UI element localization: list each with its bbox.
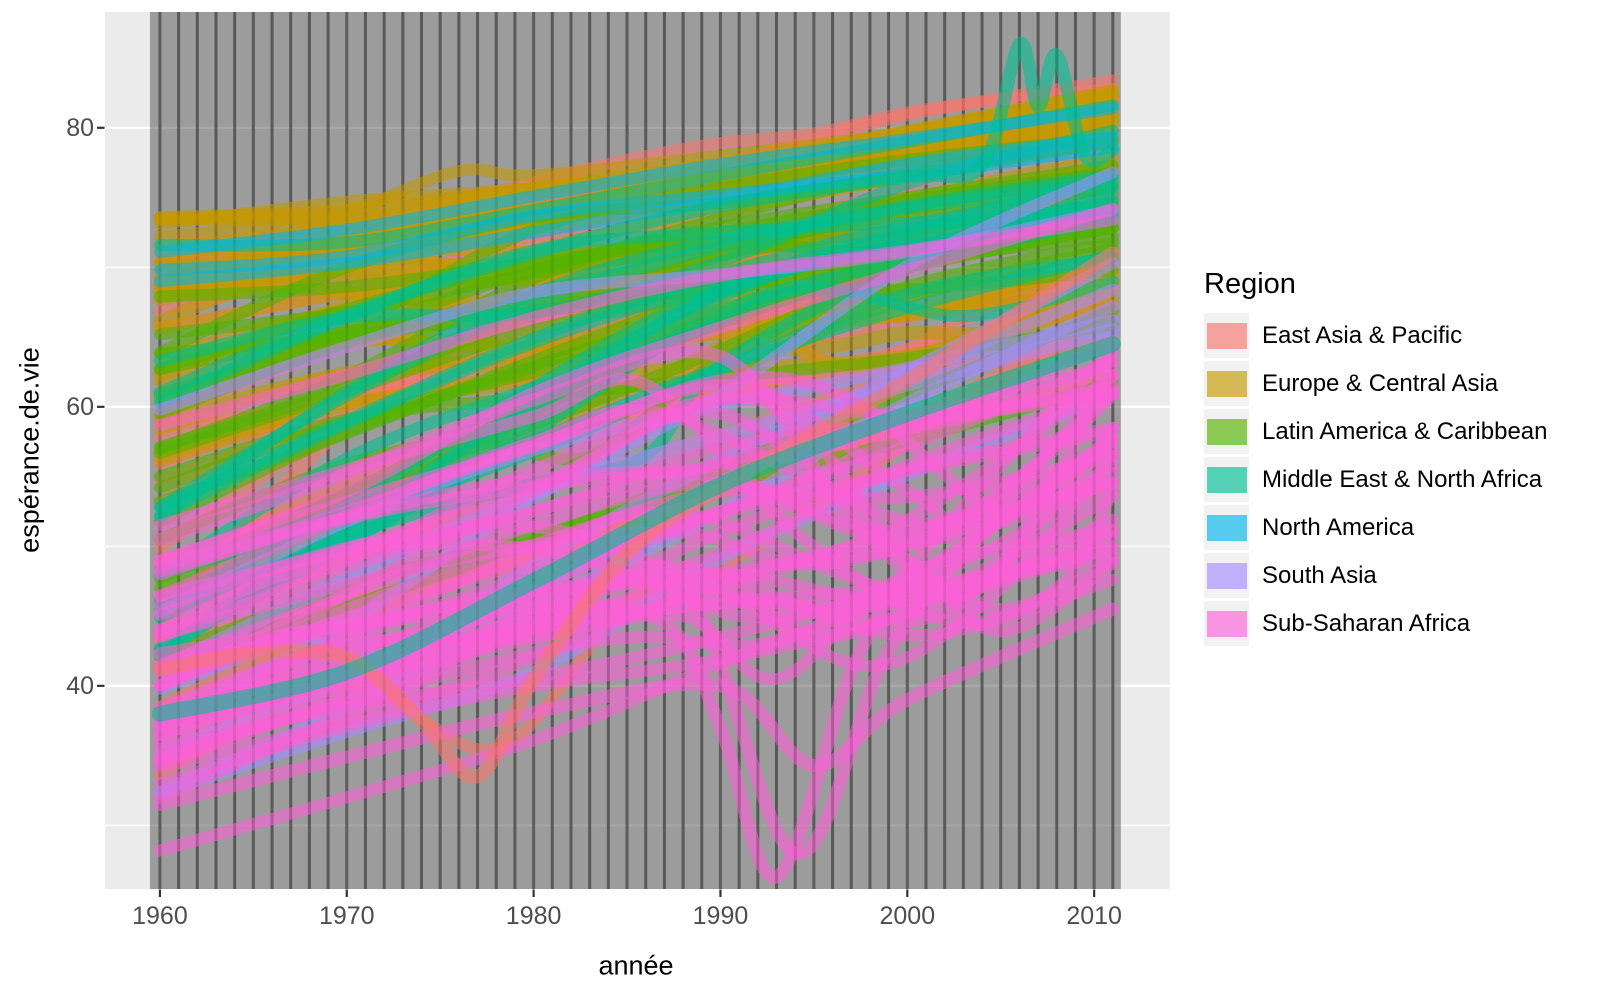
- x-tick-label: 2000: [879, 902, 936, 930]
- legend-swatch-icon: [1206, 466, 1247, 493]
- x-axis-title: année: [598, 950, 674, 981]
- legend-label: Latin America & Caribbean: [1262, 417, 1548, 445]
- country-line-bermuda: [153, 131, 1119, 288]
- legend-swatch-icon: [1206, 514, 1247, 541]
- y-tick-label: 60: [66, 392, 94, 421]
- country-line-cambodia: [152, 246, 1120, 785]
- country-line-lesotho: [153, 406, 1119, 638]
- y-tick-label: 80: [66, 113, 94, 142]
- legend-item-sas: South Asia: [1204, 553, 1548, 598]
- country-line-liberia: [153, 445, 1120, 860]
- x-tick-label: 1970: [318, 902, 375, 930]
- legend-item-mena: Middle East & North Africa: [1204, 457, 1548, 502]
- legend-item-lac: Latin America & Caribbean: [1204, 409, 1548, 454]
- legend-label: Europe & Central Asia: [1262, 369, 1499, 397]
- country-line-mauritius: [153, 213, 1119, 431]
- legend-swatch-icon: [1206, 370, 1247, 397]
- legend-item-ssa: Sub-Saharan Africa: [1204, 601, 1548, 646]
- country-line-eritrea: [153, 388, 1119, 727]
- country-line-togo: [153, 449, 1119, 692]
- legend-key-background: [1204, 553, 1249, 598]
- country-line-cape-verde: [153, 202, 1119, 568]
- legend-swatch-icon: [1206, 322, 1247, 349]
- country-line-sierra-leone: [153, 602, 1120, 811]
- legend-label: Sub-Saharan Africa: [1262, 609, 1471, 637]
- country-line-mauritania: [153, 384, 1119, 644]
- legend-key-background: [1204, 313, 1249, 358]
- legend-item-nam: North America: [1204, 505, 1548, 550]
- legend-key-background: [1204, 505, 1249, 550]
- y-axis-title: espérance.de.vie: [14, 347, 45, 553]
- legend: Region East Asia & Pacific Europe & Centr…: [1204, 268, 1548, 649]
- legend-key-background: [1204, 457, 1249, 502]
- legend-key-background: [1204, 361, 1249, 406]
- country-line-qatar: [153, 36, 1120, 400]
- legend-key-background: [1204, 409, 1249, 454]
- legend-swatch-icon: [1206, 418, 1247, 445]
- x-tick-label: 1990: [692, 902, 749, 930]
- x-tick-label: 1980: [505, 902, 562, 930]
- legend-label: North America: [1262, 513, 1415, 541]
- legend-key-background: [1204, 601, 1249, 646]
- legend-title: Region: [1204, 268, 1296, 300]
- panel-layers: [105, 12, 1170, 889]
- legend-label: East Asia & Pacific: [1262, 321, 1463, 349]
- legend-items: East Asia & Pacific Europe & Central Asia…: [1204, 313, 1548, 646]
- y-tick-label: 40: [66, 671, 94, 700]
- country-line-syria: [153, 181, 1119, 514]
- country-line-rwanda: [153, 343, 1120, 884]
- country-line-canada: [153, 102, 1119, 258]
- country-line-yemen: [151, 336, 1121, 722]
- legend-label: South Asia: [1262, 561, 1377, 589]
- legend-item-eca: Europe & Central Asia: [1204, 361, 1548, 406]
- legend-item-eap: East Asia & Pacific: [1204, 313, 1548, 358]
- country-line-bahrain: [153, 176, 1119, 524]
- x-tick-label: 2010: [1066, 902, 1122, 930]
- x-tick-label: 1960: [132, 902, 188, 930]
- legend-swatch-icon: [1206, 610, 1247, 637]
- legend-swatch-icon: [1206, 562, 1247, 589]
- country-line-gambia: [153, 421, 1119, 804]
- legend-label: Middle East & North Africa: [1262, 465, 1543, 493]
